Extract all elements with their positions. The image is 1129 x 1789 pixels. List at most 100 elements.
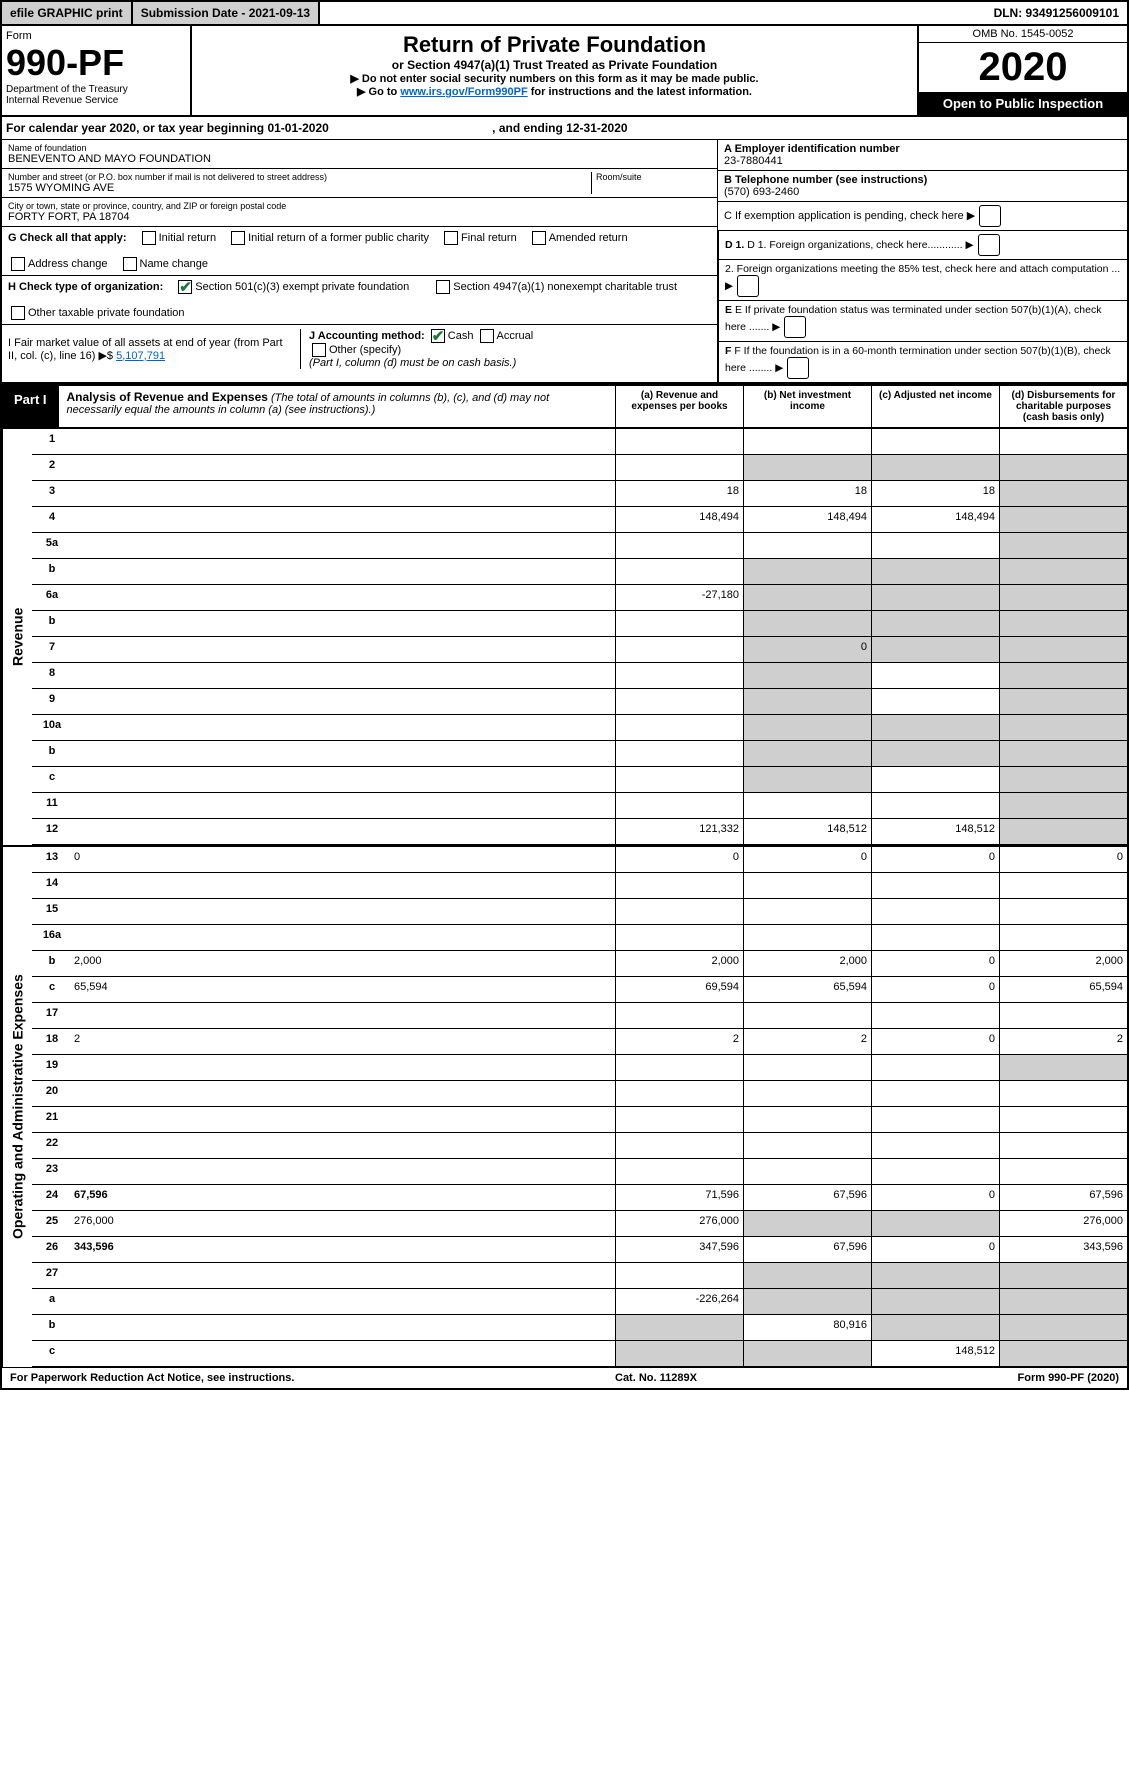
line-number: 12	[32, 819, 72, 844]
line-number: 15	[32, 899, 72, 924]
chk-d2[interactable]	[737, 275, 759, 297]
col-b-val	[743, 1263, 871, 1288]
table-row: 14	[32, 873, 1127, 899]
chk-d1[interactable]	[978, 234, 1000, 256]
line-number: 2	[32, 455, 72, 480]
col-c-val	[871, 793, 999, 818]
col-a-val: 71,596	[615, 1185, 743, 1210]
line-desc: 2,000	[72, 951, 615, 976]
col-d-val	[999, 637, 1127, 662]
col-c-val: 0	[871, 847, 999, 872]
col-d-val: 2	[999, 1029, 1127, 1054]
chk-f[interactable]	[787, 357, 809, 379]
chk-final-return[interactable]: Final return	[441, 231, 517, 245]
line-number: c	[32, 977, 72, 1002]
col-c-val	[871, 663, 999, 688]
line-desc	[72, 925, 615, 950]
col-b-val: 2	[743, 1029, 871, 1054]
chk-accrual[interactable]: Accrual	[477, 330, 534, 342]
chk-4947[interactable]: Section 4947(a)(1) nonexempt charitable …	[433, 280, 677, 294]
line-desc	[72, 1159, 615, 1184]
col-c-val: 0	[871, 1029, 999, 1054]
col-a-val: 2	[615, 1029, 743, 1054]
col-b-val	[743, 585, 871, 610]
table-row: 70	[32, 637, 1127, 663]
col-b-val: 2,000	[743, 951, 871, 976]
col-c-val	[871, 585, 999, 610]
j-note: (Part I, column (d) must be on cash basi…	[309, 357, 516, 369]
city-label: City or town, state or province, country…	[8, 201, 711, 211]
revenue-rows: 1231818184148,494148,494148,4945ab6a-27,…	[32, 429, 1127, 845]
open-public-badge: Open to Public Inspection	[919, 92, 1127, 115]
col-d-val	[999, 689, 1127, 714]
chk-cash[interactable]: Cash	[428, 330, 474, 342]
col-d-val	[999, 873, 1127, 898]
footer-left: For Paperwork Reduction Act Notice, see …	[10, 1372, 294, 1384]
chk-addr-change[interactable]: Address change	[8, 257, 108, 271]
col-d-val	[999, 1003, 1127, 1028]
col-c-val	[871, 1263, 999, 1288]
address-cell: Number and street (or P.O. box number if…	[2, 169, 717, 198]
table-row: 15	[32, 899, 1127, 925]
col-c-val: 0	[871, 977, 999, 1002]
col-b-val	[743, 663, 871, 688]
col-c-val	[871, 559, 999, 584]
d2-row: 2. Foreign organizations meeting the 85%…	[719, 260, 1128, 301]
col-c-val: 0	[871, 1185, 999, 1210]
line-number: 18	[32, 1029, 72, 1054]
tax-year: 2020	[919, 43, 1127, 92]
line-number: 17	[32, 1003, 72, 1028]
col-d-val	[999, 1081, 1127, 1106]
g-opt-5: Name change	[140, 258, 209, 270]
chk-name-change[interactable]: Name change	[120, 257, 209, 271]
col-c-val	[871, 1081, 999, 1106]
ein-label: A Employer identification number	[724, 143, 1121, 155]
col-b-val	[743, 767, 871, 792]
col-d-val	[999, 611, 1127, 636]
col-d-val	[999, 1159, 1127, 1184]
col-d-val: 343,596	[999, 1237, 1127, 1262]
d1-row: D 1. D 1. Foreign organizations, check h…	[719, 231, 1128, 260]
chk-amended[interactable]: Amended return	[529, 231, 628, 245]
col-a-val	[615, 455, 743, 480]
col-b-val	[743, 1107, 871, 1132]
col-d-val: 0	[999, 847, 1127, 872]
g-opt-1: Initial return of a former public charit…	[248, 232, 429, 244]
col-a-val: 148,494	[615, 507, 743, 532]
col-a-val	[615, 1159, 743, 1184]
line-number: 11	[32, 793, 72, 818]
table-row: 26343,596347,59667,5960343,596	[32, 1237, 1127, 1263]
addr-label: Number and street (or P.O. box number if…	[8, 172, 591, 182]
table-row: 1	[32, 429, 1127, 455]
col-b-header: (b) Net investment income	[743, 386, 871, 427]
table-row: 1300000	[32, 847, 1127, 873]
col-a-val	[615, 689, 743, 714]
efile-print-button[interactable]: efile GRAPHIC print	[2, 2, 133, 24]
col-a-val	[615, 741, 743, 766]
instr-line-2: ▶ Go to www.irs.gov/Form990PF for instru…	[198, 85, 911, 98]
form-link[interactable]: www.irs.gov/Form990PF	[400, 86, 527, 98]
chk-other-taxable[interactable]: Other taxable private foundation	[8, 306, 185, 320]
chk-other-method[interactable]: Other (specify)	[309, 344, 401, 356]
h-opt-3: Other taxable private foundation	[28, 307, 185, 319]
table-row: 2	[32, 455, 1127, 481]
fmv-value[interactable]: 5,107,791	[116, 350, 165, 362]
chk-initial-return[interactable]: Initial return	[139, 231, 216, 245]
col-d-val	[999, 455, 1127, 480]
line-desc	[72, 1263, 615, 1288]
line-number: 7	[32, 637, 72, 662]
line-number: 16a	[32, 925, 72, 950]
chk-e[interactable]	[784, 316, 806, 338]
col-a-val	[615, 1315, 743, 1340]
d2-text: 2. Foreign organizations meeting the 85%…	[725, 263, 1120, 275]
dept-label: Department of the Treasury	[6, 84, 186, 95]
chk-c[interactable]	[979, 205, 1001, 227]
g-opt-0: Initial return	[159, 232, 216, 244]
col-c-val	[871, 741, 999, 766]
chk-initial-former[interactable]: Initial return of a former public charit…	[228, 231, 429, 245]
col-b-val	[743, 793, 871, 818]
c-label: C If exemption application is pending, c…	[724, 210, 964, 222]
table-row: 8	[32, 663, 1127, 689]
chk-501c3[interactable]: Section 501(c)(3) exempt private foundat…	[175, 280, 409, 294]
instr-post: for instructions and the latest informat…	[528, 86, 752, 98]
